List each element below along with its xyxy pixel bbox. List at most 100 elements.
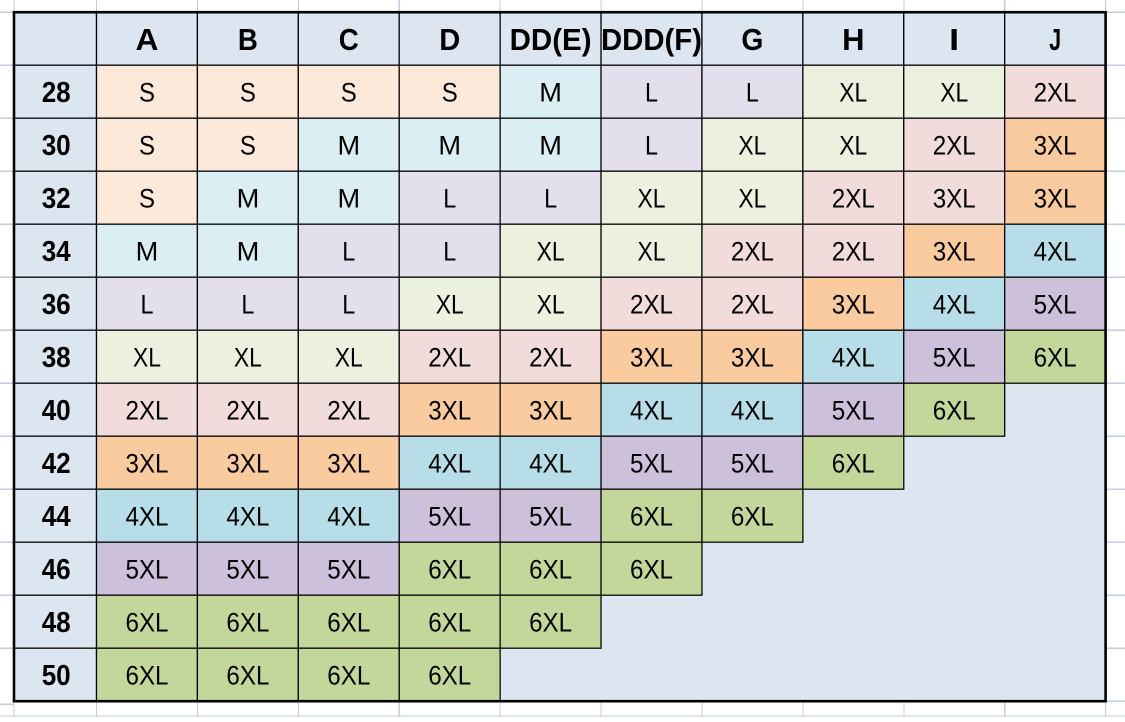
svg-text:5XL: 5XL	[226, 553, 269, 584]
svg-text:2XL: 2XL	[832, 235, 875, 266]
svg-text:L: L	[342, 288, 355, 319]
svg-text:XL: XL	[940, 76, 968, 107]
svg-text:4XL: 4XL	[126, 500, 169, 531]
svg-text:XL: XL	[234, 341, 262, 372]
svg-text:6XL: 6XL	[933, 394, 976, 425]
svg-text:XL: XL	[638, 182, 666, 213]
svg-text:3XL: 3XL	[226, 447, 269, 478]
svg-text:M: M	[337, 129, 360, 160]
svg-text:L: L	[645, 129, 658, 160]
svg-text:L: L	[645, 76, 658, 107]
svg-text:2XL: 2XL	[226, 394, 269, 425]
svg-text:L: L	[241, 288, 254, 319]
svg-text:4XL: 4XL	[327, 500, 370, 531]
svg-text:4XL: 4XL	[832, 341, 875, 372]
svg-text:4XL: 4XL	[933, 288, 976, 319]
svg-text:4XL: 4XL	[529, 447, 572, 478]
svg-text:6XL: 6XL	[428, 606, 471, 637]
svg-text:D: D	[439, 22, 460, 57]
svg-text:M: M	[237, 235, 260, 266]
svg-text:6XL: 6XL	[1034, 341, 1077, 372]
svg-text:2XL: 2XL	[731, 288, 774, 319]
svg-text:M: M	[337, 182, 360, 213]
svg-text:2XL: 2XL	[126, 394, 169, 425]
svg-text:32: 32	[42, 183, 71, 215]
svg-text:XL: XL	[839, 129, 867, 160]
svg-text:L: L	[141, 288, 154, 319]
svg-text:H: H	[842, 22, 864, 57]
svg-text:5XL: 5XL	[832, 394, 875, 425]
svg-text:L: L	[443, 235, 456, 266]
svg-text:4XL: 4XL	[731, 394, 774, 425]
svg-text:XL: XL	[839, 76, 867, 107]
svg-text:2XL: 2XL	[428, 341, 471, 372]
svg-text:3XL: 3XL	[428, 394, 471, 425]
svg-text:34: 34	[42, 236, 71, 268]
svg-text:M: M	[438, 129, 461, 160]
svg-text:XL: XL	[133, 341, 161, 372]
svg-text:3XL: 3XL	[327, 447, 370, 478]
svg-text:6XL: 6XL	[630, 553, 673, 584]
svg-text:6XL: 6XL	[126, 606, 169, 637]
svg-text:48: 48	[42, 607, 71, 639]
svg-text:42: 42	[42, 448, 71, 480]
svg-text:38: 38	[42, 342, 71, 374]
svg-text:S: S	[240, 129, 256, 160]
svg-text:5XL: 5XL	[529, 500, 572, 531]
svg-text:S: S	[442, 76, 458, 107]
svg-text:M: M	[136, 235, 159, 266]
svg-text:6XL: 6XL	[226, 659, 269, 690]
svg-text:44: 44	[42, 501, 71, 533]
svg-text:S: S	[240, 76, 256, 107]
svg-text:50: 50	[42, 660, 71, 692]
svg-text:3XL: 3XL	[933, 182, 976, 213]
svg-text:5XL: 5XL	[327, 553, 370, 584]
svg-text:6XL: 6XL	[428, 659, 471, 690]
svg-text:2XL: 2XL	[731, 235, 774, 266]
svg-text:M: M	[539, 129, 562, 160]
svg-text:2XL: 2XL	[832, 182, 875, 213]
svg-text:B: B	[238, 22, 258, 57]
svg-text:3XL: 3XL	[126, 447, 169, 478]
svg-text:6XL: 6XL	[529, 606, 572, 637]
svg-text:G: G	[741, 22, 763, 57]
svg-text:XL: XL	[335, 341, 363, 372]
svg-text:36: 36	[42, 289, 71, 321]
svg-text:S: S	[139, 76, 155, 107]
svg-text:5XL: 5XL	[630, 447, 673, 478]
svg-text:S: S	[139, 182, 155, 213]
svg-text:L: L	[342, 235, 355, 266]
svg-text:2XL: 2XL	[327, 394, 370, 425]
svg-text:6XL: 6XL	[327, 659, 370, 690]
svg-text:L: L	[746, 76, 759, 107]
svg-text:3XL: 3XL	[1034, 129, 1077, 160]
svg-text:3XL: 3XL	[933, 235, 976, 266]
svg-text:3XL: 3XL	[630, 341, 673, 372]
svg-text:XL: XL	[537, 235, 565, 266]
svg-text:5XL: 5XL	[731, 447, 774, 478]
svg-text:XL: XL	[537, 288, 565, 319]
svg-text:4XL: 4XL	[630, 394, 673, 425]
svg-text:S: S	[139, 129, 155, 160]
svg-text:3XL: 3XL	[529, 394, 572, 425]
svg-text:30: 30	[42, 130, 71, 162]
svg-text:5XL: 5XL	[933, 341, 976, 372]
svg-text:3XL: 3XL	[832, 288, 875, 319]
svg-text:M: M	[237, 182, 260, 213]
svg-text:J: J	[1049, 22, 1061, 57]
svg-text:XL: XL	[638, 235, 666, 266]
svg-text:6XL: 6XL	[731, 500, 774, 531]
svg-text:4XL: 4XL	[428, 447, 471, 478]
svg-text:XL: XL	[738, 129, 766, 160]
svg-text:DDD(F): DDD(F)	[601, 22, 702, 57]
svg-text:4XL: 4XL	[1034, 235, 1077, 266]
svg-text:L: L	[544, 182, 557, 213]
svg-text:2XL: 2XL	[1034, 76, 1077, 107]
svg-text:6XL: 6XL	[226, 606, 269, 637]
svg-text:3XL: 3XL	[1034, 182, 1077, 213]
svg-text:46: 46	[42, 554, 71, 586]
svg-text:40: 40	[42, 395, 71, 427]
svg-text:DD(E): DD(E)	[510, 22, 592, 57]
svg-text:28: 28	[42, 77, 71, 109]
svg-text:2XL: 2XL	[933, 129, 976, 160]
